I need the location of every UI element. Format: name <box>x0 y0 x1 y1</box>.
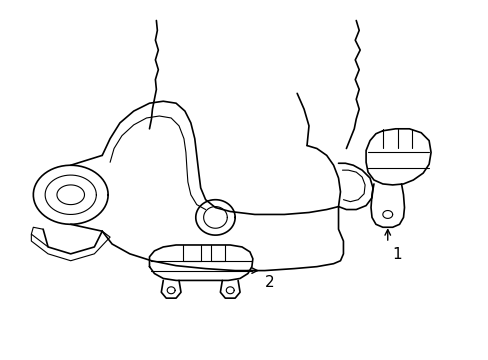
Text: 1: 1 <box>392 247 402 262</box>
Text: 2: 2 <box>264 275 274 289</box>
